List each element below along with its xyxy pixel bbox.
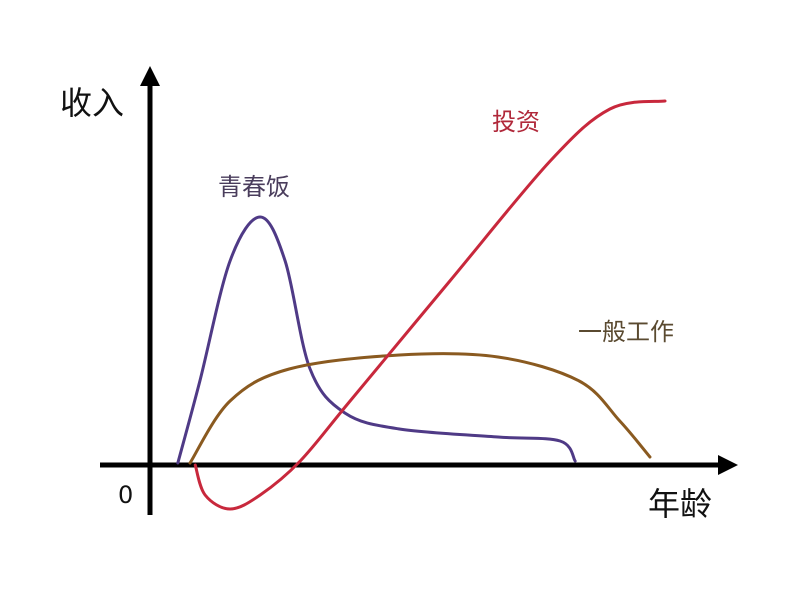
y-axis-arrow-icon bbox=[140, 66, 160, 86]
series-label-investment: 投资 bbox=[492, 108, 540, 136]
y-axis-label: 收入 bbox=[60, 84, 124, 122]
series-label-regular-work: 一般工作 bbox=[578, 318, 674, 346]
x-axis bbox=[100, 455, 738, 475]
series-line-investment bbox=[193, 99, 667, 511]
series-line-regular-work bbox=[188, 352, 652, 465]
y-axis bbox=[140, 66, 160, 515]
series-label-youth: 青春饭 bbox=[218, 173, 290, 201]
series-line-youth bbox=[176, 215, 577, 465]
x-axis-label: 年龄 bbox=[648, 485, 712, 523]
origin-label: 0 bbox=[118, 481, 133, 509]
x-axis-arrow-icon bbox=[718, 455, 738, 475]
